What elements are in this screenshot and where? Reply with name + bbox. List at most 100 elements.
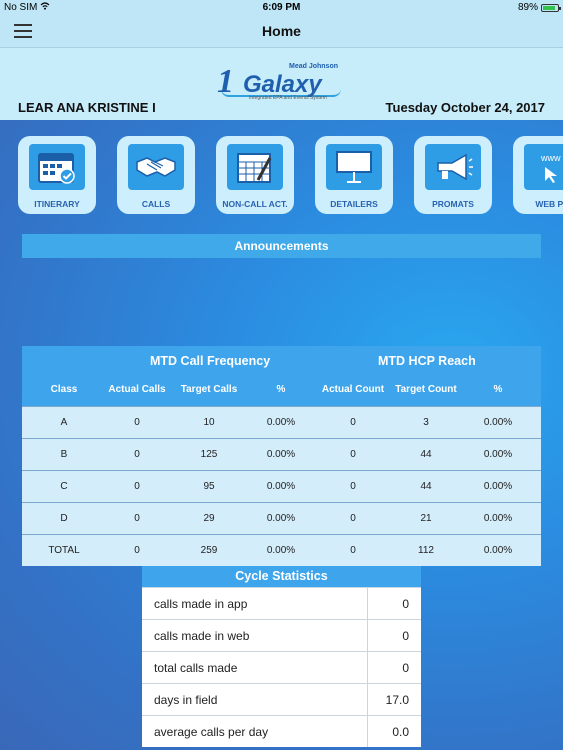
table-cell: 0.00%	[483, 417, 513, 428]
table-cell: 0	[134, 449, 140, 460]
battery-status: 89%	[517, 2, 561, 13]
table-cell: 95	[203, 481, 215, 492]
stat-value: 0	[402, 629, 409, 643]
stat-row: calls made in app 0	[142, 587, 421, 619]
column-header: Actual Calls	[108, 384, 166, 395]
table-cell: 112	[418, 545, 434, 556]
table-cell: 0	[134, 545, 140, 556]
stat-label: average calls per day	[154, 725, 269, 739]
module-tiles: ITINERARY CALLS NON-CALL ACT. DETAILERS …	[18, 136, 563, 216]
table-cell: TOTAL	[48, 545, 80, 556]
table-cell: B	[60, 449, 68, 460]
hamburger-menu-icon[interactable]	[14, 24, 32, 38]
table-cell: 0.00%	[266, 481, 296, 492]
stat-row: days in field 17.0	[142, 683, 421, 715]
table-cell: 125	[200, 449, 218, 460]
wifi-icon	[40, 2, 50, 13]
stat-row: calls made in web 0	[142, 619, 421, 651]
group-title-hcp-reach: MTD HCP Reach	[378, 354, 476, 368]
table-cell: 0	[350, 449, 356, 460]
table-cell: 21	[420, 513, 432, 524]
web-pointer-icon: www	[524, 144, 563, 190]
battery-fill	[543, 5, 555, 10]
tile-label: NON-CALL ACT.	[222, 199, 288, 209]
table-body: A 0 10 0.00% 0 3 0.00% B 0 125 0.00% 0 44 0.00% C 0 95 0.…	[22, 406, 541, 566]
table-cell: 0.00%	[266, 417, 296, 428]
stat-value: 17.0	[385, 693, 409, 707]
tile-label: PROMATS	[432, 199, 474, 209]
table-cell: 0	[134, 481, 140, 492]
table-row: A 0 10 0.00% 0 3 0.00%	[22, 406, 541, 438]
table-cell: 44	[420, 481, 432, 492]
logo-tagline: Integrated EPA and Events System	[249, 95, 327, 101]
table-row: B 0 125 0.00% 0 44 0.00%	[22, 438, 541, 470]
table-cell: 0	[134, 513, 140, 524]
carrier-text: No SIM	[4, 2, 38, 13]
table-row: TOTAL 0 259 0.00% 0 112 0.00%	[22, 534, 541, 566]
table-cell: 259	[200, 545, 218, 556]
table-cell: 0.00%	[266, 449, 296, 460]
table-row: C 0 95 0.00% 0 44 0.00%	[22, 470, 541, 502]
handshake-icon	[128, 144, 184, 190]
calendar-pen-icon	[227, 144, 283, 190]
battery-icon	[541, 3, 561, 12]
stat-label: total calls made	[154, 661, 238, 675]
current-date: Tuesday October 24, 2017	[385, 100, 545, 115]
svg-text:www: www	[540, 153, 561, 163]
megaphone-icon	[425, 144, 481, 190]
stat-label: calls made in web	[154, 629, 250, 643]
table-cell: 10	[203, 417, 215, 428]
stat-label: days in field	[154, 693, 218, 707]
table-cell: 0.00%	[483, 545, 513, 556]
column-header: %	[493, 384, 503, 395]
clock: 6:09 PM	[262, 2, 301, 13]
tile-itinerary[interactable]: ITINERARY	[18, 136, 96, 214]
stat-value: 0	[402, 597, 409, 611]
tile-label: WEB PA	[535, 199, 563, 209]
column-header: Actual Count	[321, 384, 385, 395]
stat-row: total calls made 0	[142, 651, 421, 683]
table-cell: 0	[350, 481, 356, 492]
app-logo: 1 Galaxy Mead Johnson Integrated EPA and…	[217, 61, 347, 105]
table-cell: 0	[134, 417, 140, 428]
stat-value: 0.0	[392, 725, 409, 739]
battery-percent: 89%	[517, 2, 538, 13]
table-cell: 29	[203, 513, 215, 524]
column-header: Target Calls	[180, 384, 238, 395]
table-cell: A	[60, 417, 68, 428]
stat-label: calls made in app	[154, 597, 248, 611]
column-header: Target Count	[395, 384, 457, 395]
cycle-statistics-panel: Cycle Statistics calls made in app 0 calls…	[142, 566, 421, 747]
table-cell: 0	[350, 417, 356, 428]
tile-label: ITINERARY	[34, 199, 80, 209]
tile-promats[interactable]: PROMATS	[414, 136, 492, 214]
header: 1 Galaxy Mead Johnson Integrated EPA and…	[0, 48, 563, 120]
table-cell: C	[60, 481, 68, 492]
table-row: D 0 29 0.00% 0 21 0.00%	[22, 502, 541, 534]
call-frequency-table: MTD Call Frequency MTD HCP Reach Class A…	[22, 346, 541, 566]
calendar-check-icon	[29, 144, 85, 190]
cycle-statistics-title: Cycle Statistics	[142, 566, 421, 587]
tile-calls[interactable]: CALLS	[117, 136, 195, 214]
column-header: Class	[50, 384, 78, 395]
main-content: ITINERARY CALLS NON-CALL ACT. DETAILERS …	[0, 120, 563, 750]
table-cell: 0	[350, 545, 356, 556]
table-cell: D	[60, 513, 68, 524]
navigation-bar: Home	[0, 16, 563, 48]
brand-mark: Mead Johnson	[289, 63, 339, 70]
tile-label: DETAILERS	[330, 199, 378, 209]
stat-row: average calls per day 0.0	[142, 715, 421, 747]
table-cell: 0.00%	[483, 481, 513, 492]
tile-detailers[interactable]: DETAILERS	[315, 136, 393, 214]
tile-web-pa[interactable]: www WEB PA	[513, 136, 563, 214]
table-cell: 0.00%	[483, 513, 513, 524]
stat-value: 0	[402, 661, 409, 675]
table-cell: 0.00%	[266, 545, 296, 556]
status-bar: No SIM 6:09 PM 89%	[0, 0, 563, 16]
cycle-statistics-list: calls made in app 0 calls made in web 0 tota…	[142, 587, 421, 747]
user-name: LEAR ANA KRISTINE I	[18, 100, 156, 115]
table-cell: 0.00%	[266, 513, 296, 524]
tile-non-call-activities[interactable]: NON-CALL ACT.	[216, 136, 294, 214]
group-title-call-frequency: MTD Call Frequency	[150, 354, 271, 368]
carrier-label: No SIM	[4, 2, 50, 13]
